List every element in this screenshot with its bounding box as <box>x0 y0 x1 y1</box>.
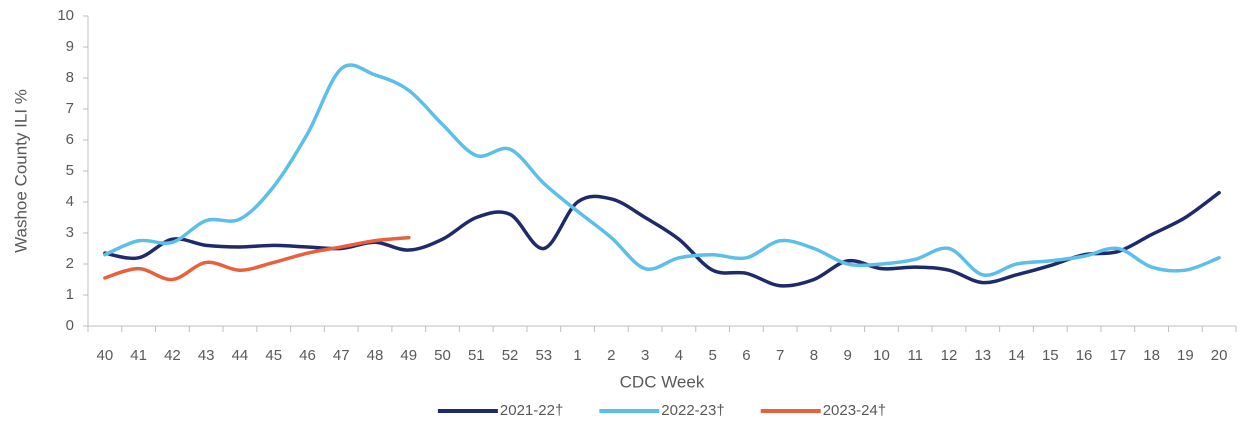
x-tick-label: 15 <box>1042 347 1059 364</box>
y-tick-label: 2 <box>66 255 74 272</box>
y-tick-label: 4 <box>66 193 74 210</box>
x-tick-label: 52 <box>502 347 519 364</box>
x-tick-label: 48 <box>367 347 384 364</box>
x-tick-label: 51 <box>468 347 485 364</box>
x-tick-label: 2 <box>607 347 615 364</box>
series-line <box>103 63 1221 277</box>
x-tick-label: 43 <box>198 347 215 364</box>
x-tick-label: 53 <box>535 347 552 364</box>
series-line <box>103 235 411 282</box>
x-axis-title: CDC Week <box>620 372 705 391</box>
x-tick-label: 17 <box>1109 347 1126 364</box>
x-tick-label: 16 <box>1076 347 1093 364</box>
x-tick-label: 19 <box>1177 347 1194 364</box>
x-tick-label: 1 <box>573 347 581 364</box>
x-tick-label: 3 <box>641 347 649 364</box>
x-tick-label: 20 <box>1211 347 1228 364</box>
y-tick-label: 1 <box>66 286 74 303</box>
x-tick-label: 42 <box>164 347 181 364</box>
x-tick-label: 46 <box>299 347 316 364</box>
y-axis-title: Washoe County ILI % <box>11 89 30 253</box>
x-tick-label: 45 <box>265 347 282 364</box>
y-tick-label: 3 <box>66 224 74 241</box>
y-tick-label: 7 <box>66 100 74 117</box>
x-tick-label: 44 <box>232 347 249 364</box>
legend-label: 2022-23† <box>661 402 724 419</box>
x-tick-label: 14 <box>1008 347 1025 364</box>
legend-label: 2021-22† <box>500 402 563 419</box>
x-tick-label: 4 <box>675 347 683 364</box>
legend-label: 2023-24† <box>823 402 886 419</box>
x-tick-label: 41 <box>130 347 147 364</box>
x-tick-label: 8 <box>810 347 818 364</box>
y-tick-label: 9 <box>66 38 74 55</box>
y-tick-label: 0 <box>66 317 74 334</box>
x-tick-label: 49 <box>400 347 417 364</box>
x-tick-label: 11 <box>907 347 923 364</box>
x-tick-label: 18 <box>1143 347 1160 364</box>
y-tick-label: 5 <box>66 162 74 179</box>
x-tick-label: 5 <box>708 347 716 364</box>
x-tick-label: 6 <box>742 347 750 364</box>
x-tick-label: 7 <box>776 347 784 364</box>
x-tick-label: 10 <box>873 347 890 364</box>
y-tick-label: 6 <box>66 131 74 148</box>
x-tick-label: 13 <box>974 347 991 364</box>
x-tick-label: 12 <box>941 347 958 364</box>
y-tick-label: 8 <box>66 69 74 86</box>
x-tick-label: 40 <box>97 347 114 364</box>
x-tick-label: 9 <box>844 347 852 364</box>
x-tick-label: 47 <box>333 347 350 364</box>
series-line <box>103 190 1221 288</box>
x-tick-label: 50 <box>434 347 451 364</box>
y-tick-label: 10 <box>57 7 74 24</box>
